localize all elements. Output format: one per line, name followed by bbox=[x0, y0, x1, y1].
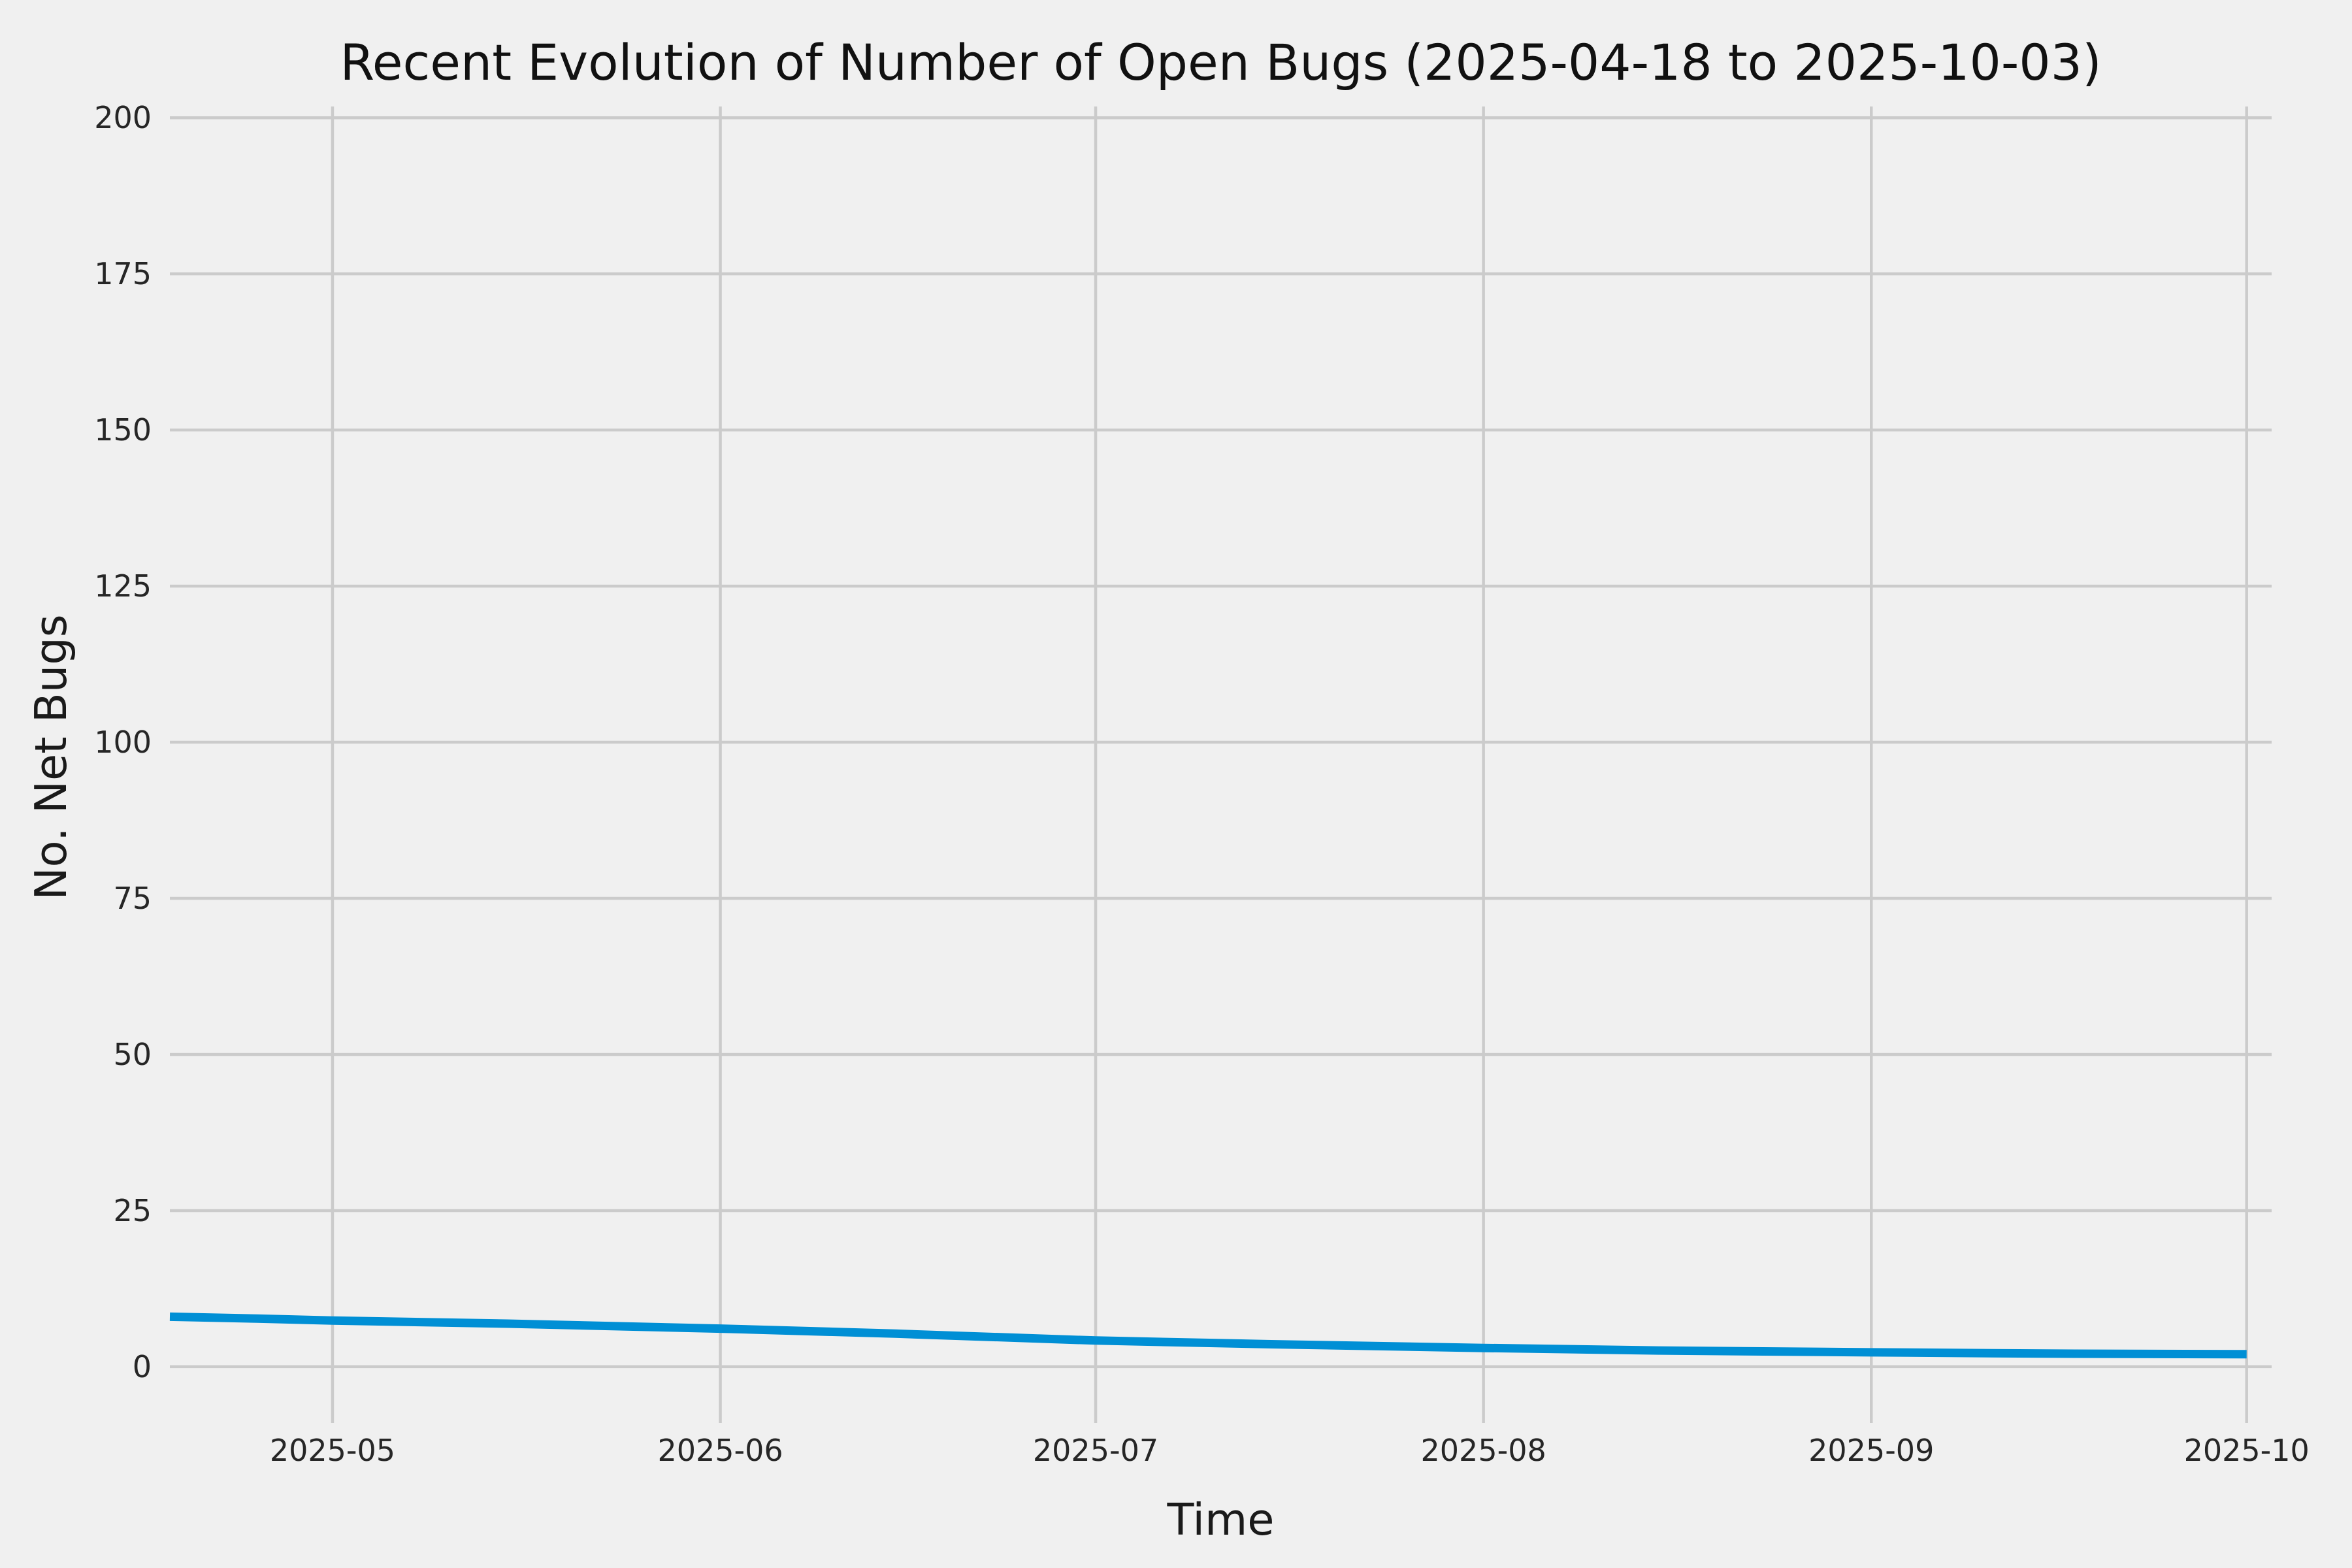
y-tick-label: 0 bbox=[132, 1348, 152, 1384]
x-tick-label: 2025-10 bbox=[2183, 1433, 2310, 1468]
y-tick-label: 100 bbox=[94, 725, 152, 760]
chart-title: Recent Evolution of Number of Open Bugs … bbox=[340, 33, 2102, 91]
y-tick-label: 200 bbox=[94, 100, 152, 136]
x-tick-label: 2025-07 bbox=[1032, 1433, 1159, 1468]
x-tick-label: 2025-08 bbox=[1420, 1433, 1546, 1468]
series-line-open-bugs bbox=[169, 1312, 2247, 1359]
y-tick-label: 125 bbox=[94, 568, 152, 604]
x-tick-label: 2025-05 bbox=[269, 1433, 396, 1468]
x-tick-label: 2025-06 bbox=[657, 1433, 783, 1468]
y-tick-label: 150 bbox=[94, 412, 152, 448]
x-tick-label: 2025-09 bbox=[1808, 1433, 1935, 1468]
y-tick-label: 25 bbox=[113, 1192, 152, 1228]
x-axis-label: Time bbox=[1167, 1494, 1275, 1545]
y-tick-label: 175 bbox=[94, 256, 152, 292]
y-tick-label: 75 bbox=[113, 881, 152, 917]
plot-area bbox=[169, 106, 2272, 1423]
y-tick-label: 50 bbox=[113, 1036, 152, 1072]
chart-svg bbox=[169, 106, 2272, 1423]
